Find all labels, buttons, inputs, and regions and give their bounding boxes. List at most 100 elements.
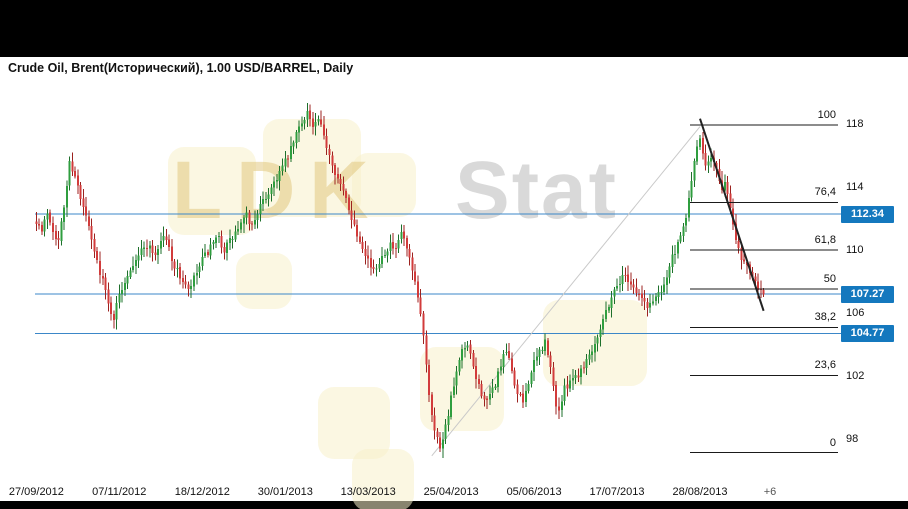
candle-body <box>181 278 184 282</box>
candle-body <box>715 162 718 169</box>
price-tag[interactable]: 104.77 <box>841 325 894 343</box>
candle-body <box>527 383 530 391</box>
candle-body <box>217 235 220 237</box>
trendline-downtrend[interactable] <box>699 118 765 312</box>
candle-body <box>281 165 284 172</box>
candle-body <box>295 132 298 143</box>
candle-body <box>168 239 171 247</box>
candle-body <box>323 124 325 136</box>
candle-body <box>754 276 757 281</box>
candle-body <box>68 161 71 186</box>
candle-body <box>336 174 339 179</box>
candle-body <box>757 281 760 290</box>
candle-body <box>334 165 336 175</box>
candle-body <box>480 384 483 396</box>
candle-body <box>444 424 447 440</box>
candle-body <box>652 301 654 304</box>
candle-body <box>618 283 621 285</box>
candle-body <box>314 121 317 127</box>
fib-level-label: 61,8 <box>814 234 836 247</box>
price-tag[interactable]: 107.27 <box>841 285 894 303</box>
watermark-block <box>352 449 414 509</box>
candle-body <box>400 232 403 239</box>
candle-body <box>624 275 627 276</box>
candle-body <box>165 236 168 241</box>
candle-body <box>49 212 52 223</box>
candle-body <box>43 219 46 232</box>
candle-body <box>629 281 632 285</box>
candle-body <box>311 118 314 128</box>
candle-body <box>649 303 652 308</box>
candle-body <box>605 310 607 319</box>
candle-body <box>635 287 638 294</box>
candle-body <box>259 204 262 214</box>
candle-body <box>447 416 450 425</box>
y-axis-label: 102 <box>846 370 865 382</box>
candle-body <box>701 138 704 154</box>
candle-body <box>610 297 613 309</box>
watermark-block <box>236 253 292 309</box>
chart-panel <box>0 57 908 509</box>
candle-body <box>571 378 574 381</box>
candle-body <box>270 187 273 195</box>
candle-body <box>157 249 160 255</box>
candle-body <box>212 242 215 244</box>
candle-body <box>383 255 386 257</box>
candle-body <box>419 297 422 314</box>
candle-body <box>546 340 549 356</box>
candle-body <box>621 275 624 284</box>
candle-body <box>729 193 732 208</box>
candle-body <box>184 281 187 285</box>
y-axis-label: 110 <box>846 244 864 256</box>
candle-body <box>569 380 571 389</box>
candle-body <box>356 224 359 237</box>
candle-body <box>502 353 505 367</box>
candle-body <box>524 391 527 403</box>
candle-body <box>513 370 516 386</box>
candle-body <box>394 247 397 249</box>
candle-body <box>278 171 281 181</box>
candle-body <box>555 385 558 407</box>
price-tag[interactable]: 112.34 <box>841 206 894 224</box>
candle-body <box>552 367 555 386</box>
candle-body <box>585 358 588 368</box>
candle-body <box>347 197 350 210</box>
candle-body <box>112 314 115 321</box>
candle-body <box>389 242 392 252</box>
candle-body <box>234 231 237 240</box>
candle-body <box>93 239 96 252</box>
y-axis-label: 106 <box>846 307 865 319</box>
candle-body <box>358 236 361 243</box>
candle-body <box>342 184 345 191</box>
candle-body <box>292 142 295 147</box>
chart-title: Crude Oil, Brent(Исторический), 1.00 USD… <box>8 61 354 75</box>
candle-body <box>469 344 472 354</box>
watermark-block <box>352 153 416 217</box>
candle-body <box>38 223 41 226</box>
candle-body <box>276 180 278 182</box>
candle-body <box>137 255 140 261</box>
candle-body <box>475 365 477 380</box>
candle-body <box>511 358 513 371</box>
candle-body <box>52 222 54 232</box>
trendline-uptrend[interactable] <box>431 126 701 457</box>
candle-body <box>657 291 660 298</box>
candle-body <box>87 216 90 227</box>
candle-body <box>461 349 464 361</box>
candle-body <box>209 244 212 256</box>
candle-body <box>505 351 508 354</box>
candle-body <box>472 352 475 367</box>
candle-body <box>685 218 688 226</box>
candle-body <box>643 297 646 302</box>
candle-body <box>309 110 312 119</box>
candle-body <box>710 158 713 162</box>
candle-body <box>253 219 256 225</box>
candle-body <box>433 415 436 431</box>
candle-body <box>632 284 635 288</box>
candle-body <box>140 248 143 256</box>
candle-body <box>458 359 461 372</box>
candle-body <box>386 251 389 256</box>
candle-body <box>497 371 500 388</box>
